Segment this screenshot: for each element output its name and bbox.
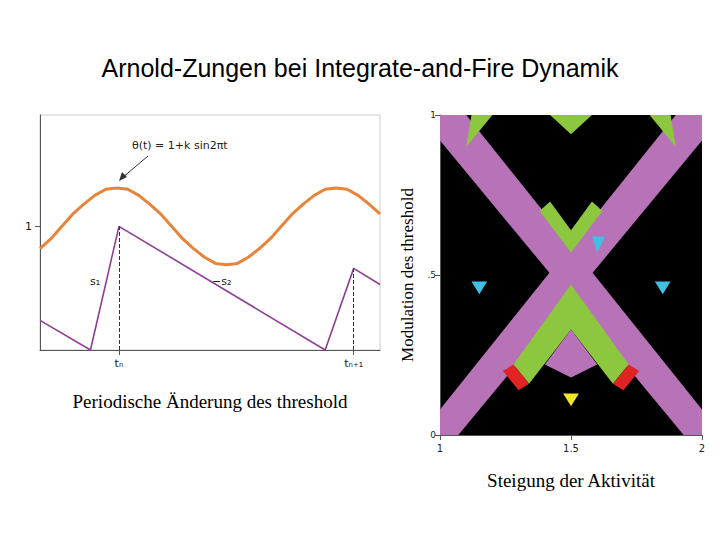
svg-text:tₙ: tₙ [115,357,124,370]
svg-text:1: 1 [25,220,32,233]
svg-text:1.5: 1.5 [563,443,579,454]
svg-text:1: 1 [430,110,436,120]
svg-text:0: 0 [430,430,436,440]
svg-text:s₁: s₁ [90,275,100,288]
svg-text:Steigung der Aktivität: Steigung der Aktivität [487,470,656,491]
svg-text:Periodische Änderung des thres: Periodische Änderung des threshold [73,391,348,412]
svg-text:tₙ₊₁: tₙ₊₁ [344,357,363,370]
svg-text:.5: .5 [427,270,436,280]
svg-text:Arnold-Zungen bei Integrate-an: Arnold-Zungen bei Integrate-and-Fire Dyn… [102,54,619,82]
svg-text:2: 2 [699,443,705,454]
svg-text:Modulation des threshold: Modulation des threshold [398,188,417,362]
svg-text:−s₂: −s₂ [212,275,231,288]
svg-text:1: 1 [437,443,443,454]
svg-text:θ(t) = 1+k sin2πt: θ(t) = 1+k sin2πt [132,139,228,152]
